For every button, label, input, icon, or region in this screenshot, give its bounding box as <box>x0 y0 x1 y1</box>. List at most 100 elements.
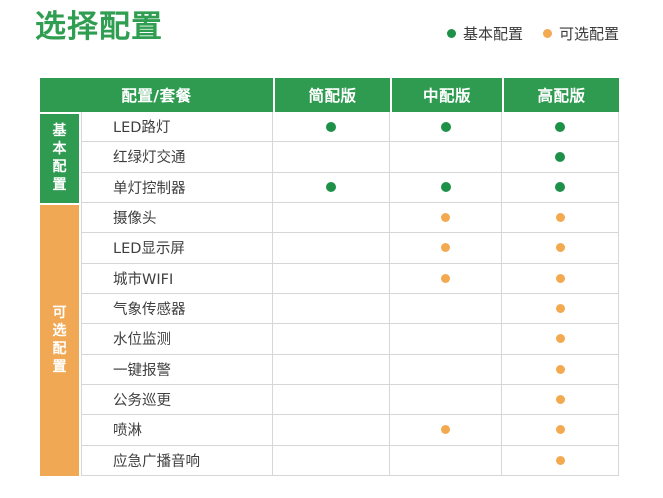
table-row: 城市WIFI <box>81 263 619 294</box>
page-title: 选择配置 <box>35 9 163 45</box>
row-label: 喷淋 <box>81 415 273 445</box>
basic-dot-icon <box>326 121 336 132</box>
row-label: LED路灯 <box>81 112 273 142</box>
legend-item-optional: 可选配置 <box>542 23 619 44</box>
optional-dot-icon <box>555 243 565 253</box>
mark-cell <box>273 445 390 475</box>
mark-cell <box>273 233 390 263</box>
mark-cell <box>502 263 619 293</box>
row-label: 气象传感器 <box>81 293 273 324</box>
row-label: 一键报警 <box>81 354 273 384</box>
mark-cell <box>502 354 619 384</box>
mark-cell <box>502 384 619 415</box>
optional-dot-icon <box>441 425 450 435</box>
section-label-basic: 基本配置 <box>40 112 81 203</box>
row-label: 红绿灯交通 <box>81 142 273 172</box>
basic-dot-icon <box>555 121 565 132</box>
topbar: 选择配置 基本配置 可选配置 <box>35 8 619 50</box>
row-label: 公务巡更 <box>81 384 273 415</box>
table-body: 基本配置 LED路灯 红绿灯交通 单灯控制器可选配置 摄像头 LED显示屏 城市WIFI 气象… <box>40 112 619 476</box>
mark-cell <box>390 233 502 263</box>
optional-dot-icon <box>441 213 450 223</box>
mark-cell <box>273 112 390 142</box>
table-row: 应急广播音响 <box>81 445 619 476</box>
optional-dot-icon <box>555 455 565 465</box>
mark-cell <box>273 172 390 202</box>
legend-item-basic: 基本配置 <box>446 23 523 44</box>
table-row: 红绿灯交通 <box>81 142 619 173</box>
mark-cell <box>390 354 502 384</box>
optional-dot-icon <box>555 334 565 344</box>
mark-cell <box>502 324 619 354</box>
mark-cell <box>390 445 502 475</box>
mark-cell <box>273 293 390 324</box>
column-header-plan-3: 高配版 <box>502 78 619 112</box>
mark-cell <box>502 172 619 202</box>
basic-dot-icon <box>446 29 456 38</box>
row-label: 水位监测 <box>81 324 273 354</box>
optional-dot-icon <box>441 243 450 253</box>
table-row: 摄像头 <box>81 202 619 234</box>
mark-cell <box>502 142 619 172</box>
table-row: 气象传感器 <box>81 293 619 325</box>
basic-dot-icon <box>326 182 336 193</box>
optional-dot-icon <box>555 425 565 435</box>
mark-cell <box>390 172 502 202</box>
mark-cell <box>390 324 502 354</box>
section-basic: 基本配置 LED路灯 红绿灯交通 单灯控制器 <box>40 112 619 203</box>
table-row: 喷淋 <box>81 415 619 446</box>
optional-dot-icon <box>555 304 565 314</box>
section-label-optional: 可选配置 <box>40 202 81 476</box>
row-label: 应急广播音响 <box>81 445 273 475</box>
column-header-config: 配置/套餐 <box>40 78 273 112</box>
mark-cell <box>273 384 390 415</box>
config-table: 配置/套餐 简配版 中配版 高配版 基本配置 LED路灯 红绿灯交通 单灯控制器可选配… <box>40 78 619 476</box>
table-header: 配置/套餐 简配版 中配版 高配版 <box>40 78 619 112</box>
mark-cell <box>502 112 619 142</box>
section-optional: 可选配置 摄像头 LED显示屏 城市WIFI 气象传感器 水位监测 一键报警 公务巡更 喷淋 应急… <box>40 202 619 476</box>
mark-cell <box>390 112 502 142</box>
row-label: LED显示屏 <box>81 233 273 263</box>
mark-cell <box>390 384 502 415</box>
table-row: LED显示屏 <box>81 233 619 264</box>
basic-dot-icon <box>440 121 451 132</box>
basic-dot-icon <box>555 151 565 162</box>
legend: 基本配置 可选配置 <box>446 23 619 44</box>
mark-cell <box>390 142 502 172</box>
table-row: 单灯控制器 <box>81 172 619 203</box>
row-label: 单灯控制器 <box>81 172 273 202</box>
table-row: 一键报警 <box>81 354 619 385</box>
legend-label-optional: 可选配置 <box>558 25 619 43</box>
mark-cell <box>502 233 619 263</box>
table-row: LED路灯 <box>81 112 619 143</box>
section-label-text: 基本配置 <box>52 123 67 194</box>
section-label-text: 可选配置 <box>52 305 67 376</box>
table-row: 水位监测 <box>81 324 619 355</box>
mark-cell <box>273 142 390 172</box>
mark-cell <box>273 324 390 354</box>
mark-cell <box>273 354 390 384</box>
mark-cell <box>390 415 502 445</box>
optional-dot-icon <box>555 213 565 223</box>
optional-dot-icon <box>555 273 565 283</box>
legend-label-basic: 基本配置 <box>462 25 523 43</box>
optional-dot-icon <box>555 395 565 405</box>
mark-cell <box>502 293 619 324</box>
row-label: 摄像头 <box>81 202 273 233</box>
basic-dot-icon <box>555 182 565 193</box>
optional-dot-icon <box>542 29 552 38</box>
optional-dot-icon <box>441 273 450 283</box>
row-label: 城市WIFI <box>81 263 273 293</box>
basic-dot-icon <box>440 182 451 193</box>
mark-cell <box>273 263 390 293</box>
mark-cell <box>390 293 502 324</box>
optional-dot-icon <box>555 364 565 374</box>
mark-cell <box>390 202 502 233</box>
mark-cell <box>390 263 502 293</box>
column-header-plan-1: 简配版 <box>273 78 390 112</box>
mark-cell <box>502 445 619 475</box>
column-header-plan-2: 中配版 <box>390 78 502 112</box>
mark-cell <box>502 415 619 445</box>
table-row: 公务巡更 <box>81 384 619 416</box>
mark-cell <box>273 415 390 445</box>
